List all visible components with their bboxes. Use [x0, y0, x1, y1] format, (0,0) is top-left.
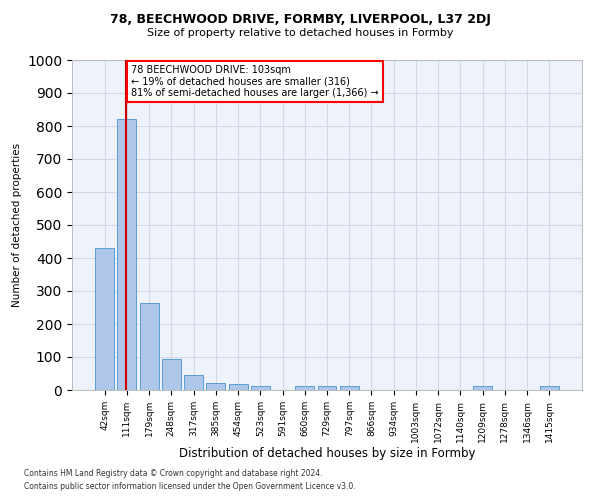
Bar: [95, 248, 114, 390]
X-axis label: Distribution of detached houses by size in Formby: Distribution of detached houses by size …: [179, 448, 475, 460]
Text: 78 BEECHWOOD DRIVE: 103sqm
← 19% of detached houses are smaller (316)
81% of sem: 78 BEECHWOOD DRIVE: 103sqm ← 19% of deta…: [131, 65, 379, 98]
Text: Size of property relative to detached houses in Formby: Size of property relative to detached ho…: [147, 28, 453, 38]
Bar: [295, 386, 314, 390]
Bar: [340, 386, 359, 390]
Bar: [317, 386, 337, 390]
Bar: [473, 386, 492, 390]
Text: Contains public sector information licensed under the Open Government Licence v3: Contains public sector information licen…: [24, 482, 356, 491]
Bar: [229, 384, 248, 390]
Bar: [540, 386, 559, 390]
Text: 78, BEECHWOOD DRIVE, FORMBY, LIVERPOOL, L37 2DJ: 78, BEECHWOOD DRIVE, FORMBY, LIVERPOOL, …: [110, 12, 490, 26]
Y-axis label: Number of detached properties: Number of detached properties: [11, 143, 22, 307]
Bar: [140, 302, 158, 390]
Bar: [184, 375, 203, 390]
Bar: [162, 360, 181, 390]
Text: Contains HM Land Registry data © Crown copyright and database right 2024.: Contains HM Land Registry data © Crown c…: [24, 469, 323, 478]
Bar: [206, 382, 225, 390]
Bar: [251, 386, 270, 390]
Bar: [118, 120, 136, 390]
